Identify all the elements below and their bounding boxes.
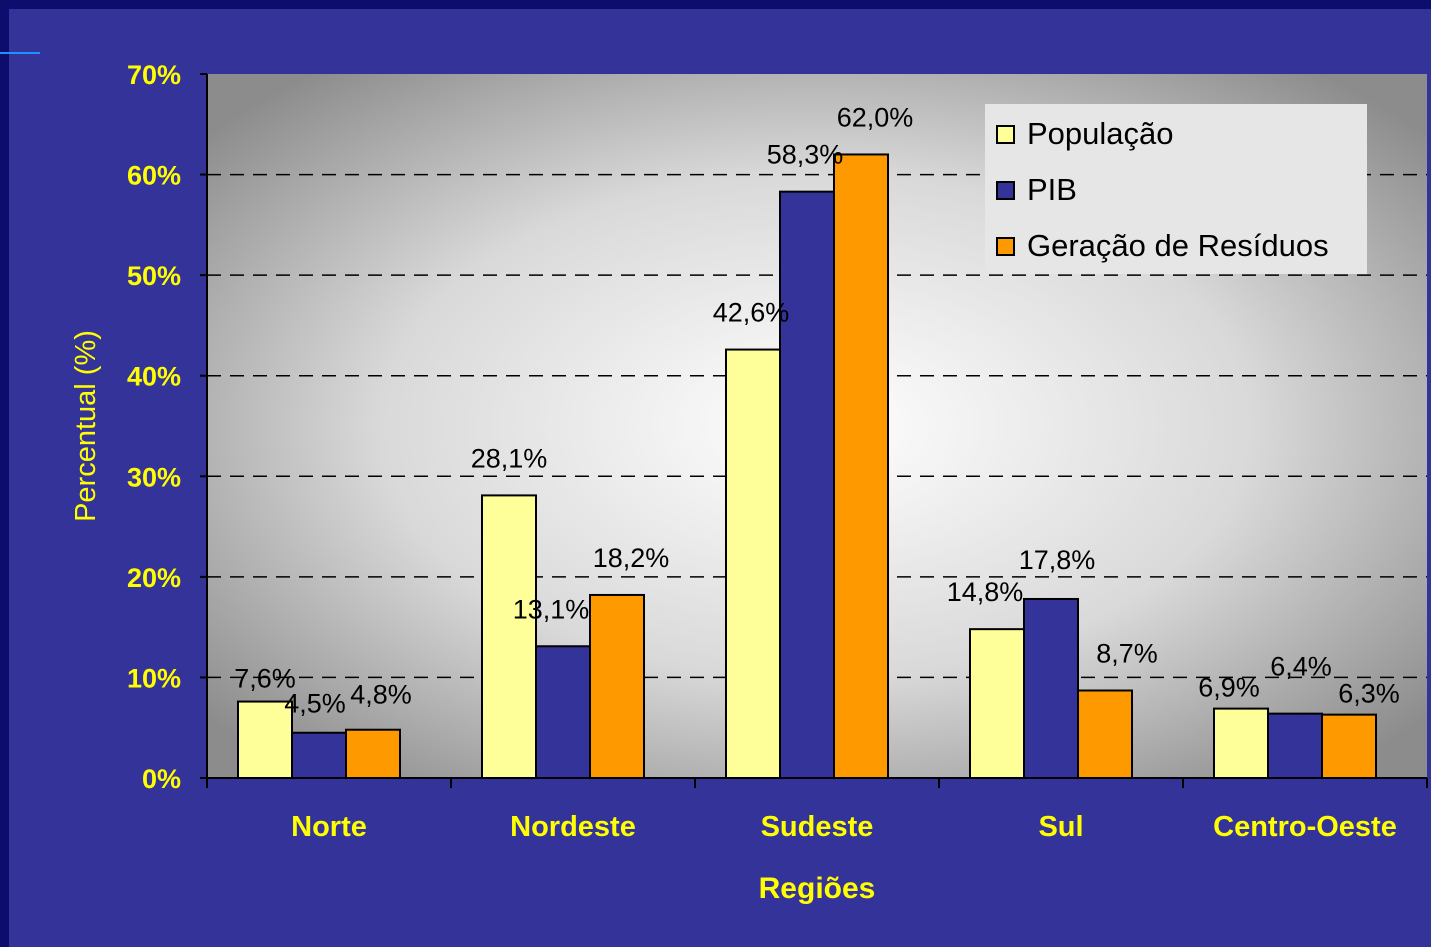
bar-geração-de-resíduos-sudeste [833,153,889,779]
bar-pib-sudeste [779,190,835,779]
legend-box [985,104,1367,274]
data-label: 8,7% [1096,639,1158,669]
legend-swatch [996,125,1015,144]
accent-line [0,52,40,54]
data-label: 4,5% [284,689,346,719]
bar-população-centro-oeste [1213,707,1269,779]
y-tick-label: 70% [127,60,181,90]
y-tick-label: 50% [127,261,181,291]
legend-swatch [996,237,1015,256]
data-label: 14,8% [947,577,1024,607]
data-label: 58,3% [767,140,844,170]
data-label: 7,6% [234,664,296,694]
bar-população-sul [969,628,1025,780]
data-label: 18,2% [593,543,670,573]
data-labels: 7,6%4,5% 4,8% 28,1% 13,1%18,2% 42,6% 58,3% 62,… [234,102,1400,718]
x-tick-label: Sul [1038,811,1083,843]
bar-geração-de-resíduos-sul [1077,689,1133,780]
x-tick-label: Sudeste [761,811,874,843]
bar-pib-nordeste [535,645,591,779]
data-label: 28,1% [471,443,548,473]
x-tick-label: Norte [291,811,367,843]
data-label: 17,8% [1019,545,1096,575]
bar-pib-norte [291,731,347,779]
y-tick-label: 30% [127,462,181,492]
y-tick-label: 10% [127,663,181,693]
slide-top-border [0,0,1431,9]
data-label: 42,6% [713,298,790,328]
axes: 0% 10% 20% 30% 40% 50% 60% 70% Norte Nordeste Sude… [127,60,1428,843]
bars [237,153,1377,780]
bar-pib-sul [1023,597,1079,779]
legend-swatch [996,181,1015,200]
slide-left-border [0,0,9,947]
legend-entry: PIB [1027,172,1077,207]
y-tick-label: 60% [127,161,181,191]
x-axis-label: Regiões [759,872,876,905]
y-tick-label: 40% [127,362,181,392]
data-label: 6,4% [1270,652,1332,682]
x-tick-label: Centro-Oeste [1213,811,1397,843]
bar-população-norte [237,700,293,780]
bar-geração-de-resíduos-norte [345,728,401,779]
y-axis-label: Percentual (%) [70,330,102,522]
legend-entry: População [1027,116,1174,151]
y-tick-label: 0% [142,764,181,794]
bar-pib-centro-oeste [1267,712,1323,779]
bar-população-sudeste [725,348,781,779]
data-label: 62,0% [837,102,914,132]
bar-geração-de-resíduos-nordeste [589,593,645,780]
x-tick-label: Nordeste [510,811,636,843]
data-label: 6,9% [1198,673,1260,703]
bar-população-nordeste [481,494,537,779]
data-label: 6,3% [1338,679,1400,709]
bar-geração-de-resíduos-centro-oeste [1321,713,1377,780]
data-label: 4,8% [350,680,412,710]
y-tick-label: 20% [127,563,181,593]
data-label: 13,1% [513,594,590,624]
legend: População PIB Geração de Resíduos [985,104,1367,274]
legend-entry: Geração de Resíduos [1027,228,1329,263]
